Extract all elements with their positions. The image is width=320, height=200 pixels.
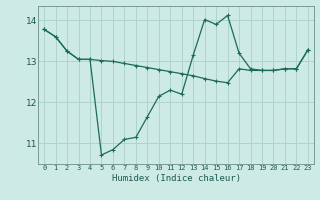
X-axis label: Humidex (Indice chaleur): Humidex (Indice chaleur) — [111, 174, 241, 183]
